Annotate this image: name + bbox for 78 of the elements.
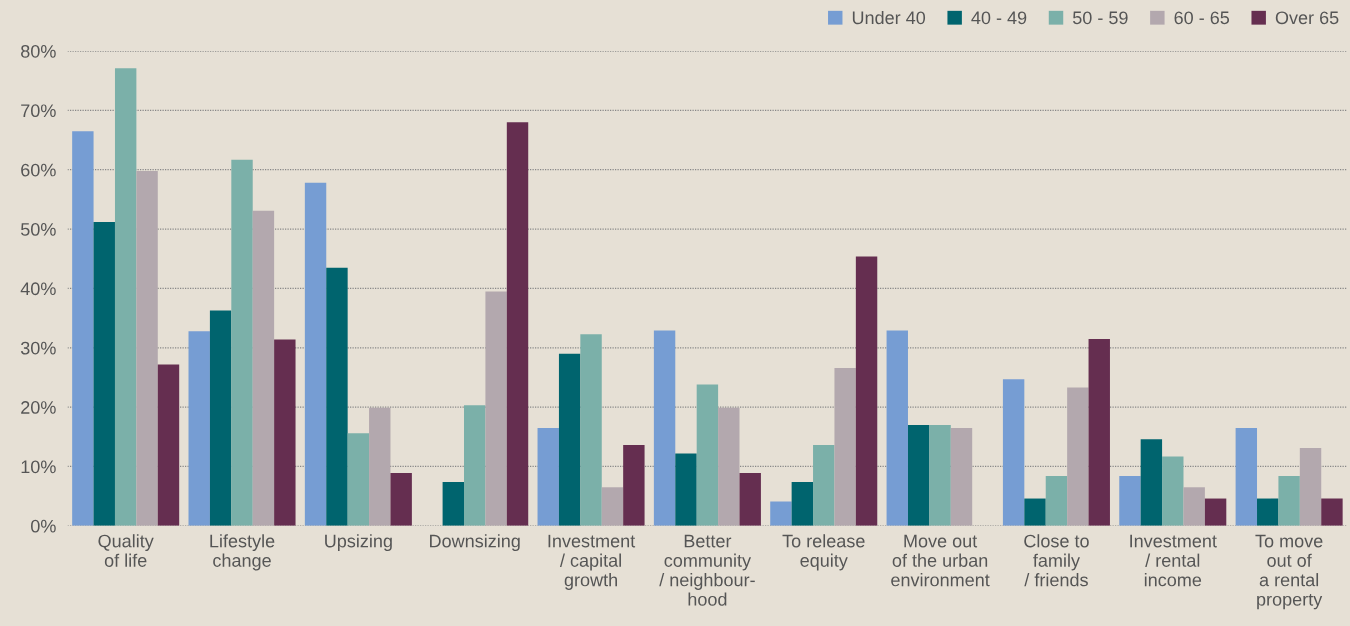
legend-label: 50 - 59	[1072, 11, 1128, 25]
bar	[231, 159, 253, 526]
legend-label: Under 40	[852, 10, 926, 25]
legend-label: 40 - 49	[971, 11, 1027, 25]
bar	[304, 182, 327, 526]
bar	[675, 453, 697, 526]
bar	[442, 481, 465, 526]
bar	[72, 131, 94, 526]
bar	[1045, 475, 1068, 526]
bar	[718, 407, 740, 526]
y-tick-label: 40%	[20, 282, 56, 296]
bar	[1278, 475, 1300, 526]
y-tick-label: 0%	[31, 519, 56, 533]
bar	[1257, 498, 1279, 526]
bar	[1002, 379, 1025, 526]
bar	[653, 330, 676, 526]
bar	[696, 384, 719, 526]
bar	[1321, 498, 1343, 526]
y-tick-label: 20%	[21, 401, 56, 414]
bar	[390, 473, 412, 526]
bar	[580, 334, 602, 526]
y-tick-label: 80%	[21, 44, 56, 58]
bar	[558, 353, 581, 526]
bar	[188, 331, 210, 526]
y-tick-label: 60%	[21, 163, 56, 177]
bar	[950, 427, 973, 526]
y-tick-label: 10%	[21, 460, 56, 474]
x-tick-label: Move out of the urban environment	[891, 534, 990, 587]
bar	[485, 291, 507, 526]
bar	[1024, 498, 1046, 526]
x-tick-label: To move out of a rental property	[1255, 534, 1323, 610]
bar	[347, 433, 370, 526]
bar	[136, 170, 158, 526]
bar	[907, 424, 930, 526]
bar	[601, 487, 624, 526]
bar	[114, 68, 137, 526]
bar	[1299, 448, 1322, 526]
x-tick-label: Investment / capital growth	[548, 534, 636, 590]
bar	[506, 122, 529, 526]
bar	[813, 445, 835, 526]
bar	[1183, 487, 1205, 526]
bar	[770, 501, 792, 526]
bar	[855, 256, 878, 526]
bar	[537, 427, 559, 526]
legend-label: Over 65	[1275, 11, 1339, 25]
y-tick-label: 50%	[20, 223, 56, 236]
bar	[274, 339, 296, 526]
bar	[791, 481, 814, 526]
bar	[1088, 338, 1110, 526]
bar	[834, 367, 856, 526]
x-tick-label: Downsizing	[430, 534, 520, 551]
bar	[252, 210, 275, 526]
bar	[1067, 387, 1089, 526]
bar	[1204, 498, 1227, 526]
bar	[209, 310, 232, 526]
bar	[739, 473, 761, 526]
x-tick-label: Quality of life	[98, 534, 154, 567]
bar	[464, 405, 486, 526]
x-tick-label: Investment / rental income	[1130, 534, 1217, 587]
bar	[886, 330, 908, 526]
bar	[1119, 475, 1141, 526]
x-tick-label: Lifestyle change	[210, 534, 275, 571]
x-tick-label: Better community / neighbour- hood	[659, 534, 755, 606]
bar	[1235, 427, 1258, 526]
bar	[157, 364, 180, 526]
bar	[1162, 456, 1184, 526]
bar	[369, 407, 391, 526]
y-tick-label: 30%	[20, 341, 56, 355]
x-tick-label: To release equity	[782, 534, 865, 571]
bar	[623, 445, 645, 526]
bar	[326, 267, 348, 526]
bar	[1140, 439, 1163, 526]
legend-label: 60 - 65	[1174, 11, 1230, 25]
bar	[929, 424, 951, 526]
bar	[93, 221, 115, 526]
y-tick-label: 70%	[21, 104, 56, 118]
x-tick-label: Upsizing	[325, 534, 392, 551]
x-tick-label: Close to family / friends	[1024, 534, 1089, 587]
